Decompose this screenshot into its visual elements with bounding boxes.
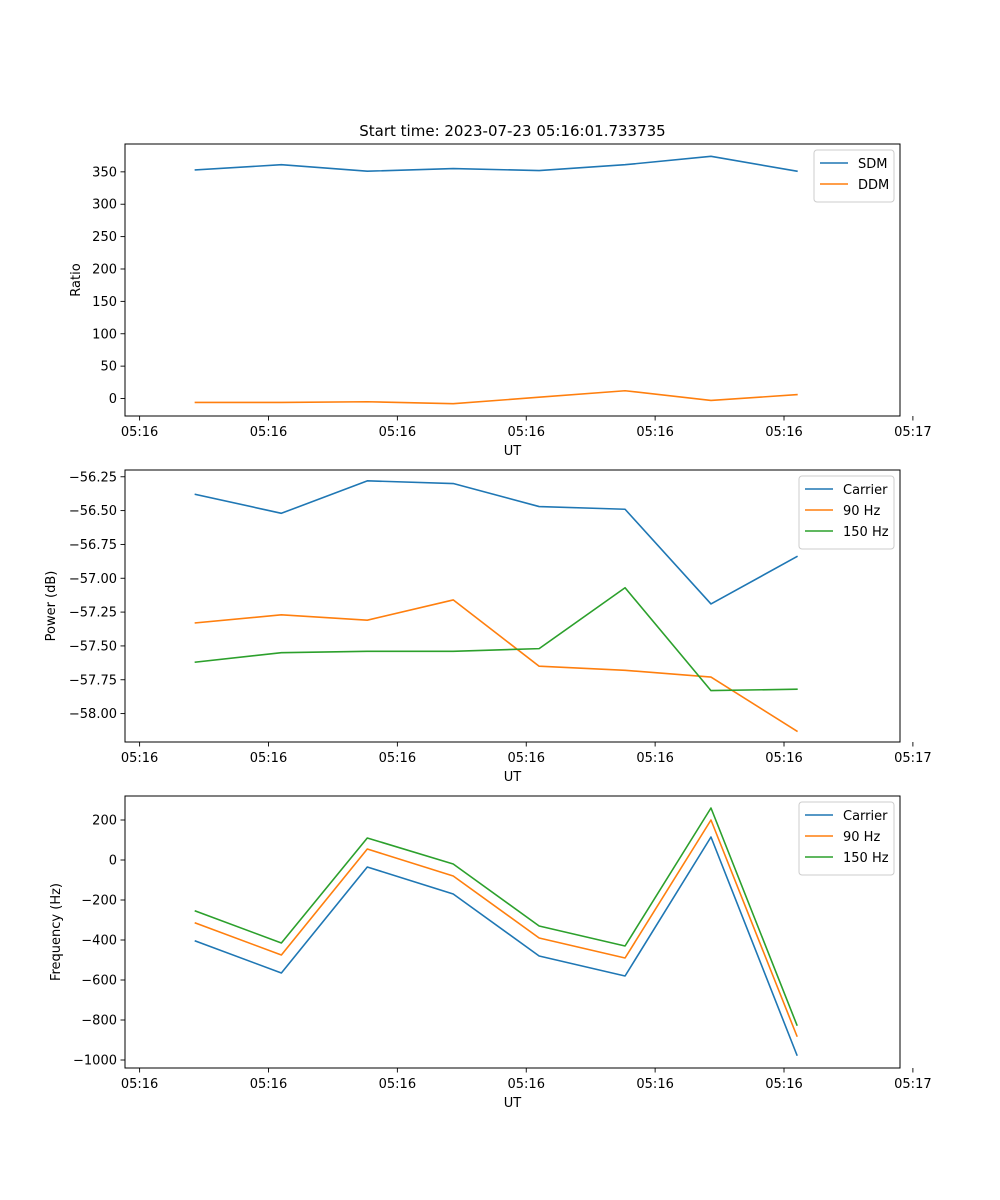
y-tick-label: 250 <box>92 230 117 245</box>
x-tick-label: 05:17 <box>894 751 931 766</box>
x-tick-label: 05:16 <box>765 425 802 440</box>
x-tick-label: 05:16 <box>765 1077 802 1092</box>
x-tick-label: 05:16 <box>250 425 287 440</box>
y-tick-label: −400 <box>81 934 117 949</box>
series-line-sdm <box>194 155 798 173</box>
y-tick-label: −1000 <box>73 1054 117 1069</box>
y-tick-label: 150 <box>92 295 117 310</box>
legend-entry: DDM <box>858 178 889 193</box>
x-tick-label: 05:16 <box>379 425 416 440</box>
x-tick-label: 05:17 <box>894 1077 931 1092</box>
y-tick-label: −56.75 <box>69 538 117 553</box>
y-tick-label: 350 <box>92 165 117 180</box>
x-tick-label: 05:16 <box>508 425 545 440</box>
y-axis-label: Frequency (Hz) <box>49 883 64 981</box>
x-tick-label: 05:16 <box>508 1077 545 1092</box>
y-tick-label: −57.25 <box>69 606 117 621</box>
y-tick-label: 200 <box>92 262 117 277</box>
x-tick-label: 05:16 <box>250 751 287 766</box>
y-tick-label: −600 <box>81 974 117 989</box>
axes-frame <box>124 795 901 1069</box>
y-tick-label: 0 <box>109 392 117 407</box>
x-tick-label: 05:16 <box>636 1077 673 1092</box>
x-tick-label: 05:17 <box>894 425 931 440</box>
series-line-carrier <box>194 480 798 605</box>
y-tick-label: −200 <box>81 894 117 909</box>
legend-entry: 150 Hz <box>843 525 889 540</box>
y-tick-label: −56.50 <box>69 504 117 519</box>
y-axis-label: Power (dB) <box>44 571 59 642</box>
legend: SDM DDM <box>813 149 895 203</box>
y-tick-label: −57.50 <box>69 639 117 654</box>
x-axis-label: UT <box>504 770 522 785</box>
legend: Carrier 90 Hz 150 Hz <box>798 801 895 876</box>
x-tick-label: 05:16 <box>121 751 158 766</box>
x-axis-label: UT <box>504 1096 522 1111</box>
y-tick-label: 300 <box>92 198 117 213</box>
y-tick-label: 100 <box>92 327 117 342</box>
legend-entry: Carrier <box>843 809 888 824</box>
series-line-90-hz <box>194 599 799 733</box>
series-line-150-hz <box>194 586 798 692</box>
y-tick-label: −58.00 <box>69 707 117 722</box>
series-line-90-hz <box>194 819 798 1038</box>
series-line-ddm <box>194 389 798 405</box>
y-tick-label: 200 <box>92 814 117 829</box>
x-tick-label: 05:16 <box>379 1077 416 1092</box>
y-tick-label: −57.00 <box>69 572 117 587</box>
x-tick-label: 05:16 <box>765 751 802 766</box>
y-tick-label: 0 <box>109 854 117 869</box>
y-tick-label: 50 <box>100 360 117 375</box>
y-tick-label: −57.75 <box>69 673 117 688</box>
x-tick-label: 05:16 <box>121 1077 158 1092</box>
subplot-1: 05:16 05:16 05:16 05:16 05:16 05:16 05:17 0 50 10… <box>69 143 932 459</box>
legend-entry: Carrier <box>843 483 888 498</box>
legend-entry: 90 Hz <box>843 830 880 845</box>
x-axis-label: UT <box>504 444 522 459</box>
subplot-3: 05:16 05:16 05:16 05:16 05:16 05:16 05:17 −1000… <box>49 795 932 1111</box>
legend-entry: SDM <box>858 157 887 172</box>
y-tick-label: −56.25 <box>69 470 117 485</box>
x-tick-label: 05:16 <box>636 425 673 440</box>
x-tick-label: 05:16 <box>508 751 545 766</box>
x-tick-label: 05:16 <box>379 751 416 766</box>
y-tick-label: −800 <box>81 1014 117 1029</box>
x-tick-label: 05:16 <box>121 425 158 440</box>
x-tick-label: 05:16 <box>250 1077 287 1092</box>
legend-entry: 150 Hz <box>843 851 889 866</box>
axes-frame <box>124 143 901 417</box>
legend-entry: 90 Hz <box>843 504 880 519</box>
axes-frame <box>124 469 901 743</box>
series-line-carrier <box>194 836 798 1057</box>
legend: Carrier 90 Hz 150 Hz <box>798 475 895 550</box>
subplot-2: 05:16 05:16 05:16 05:16 05:16 05:16 05:17 −58.0… <box>44 469 932 785</box>
figure-title: Start time: 2023-07-23 05:16:01.733735 <box>359 122 665 140</box>
x-tick-label: 05:16 <box>636 751 673 766</box>
y-axis-label: Ratio <box>69 263 84 296</box>
subplots: 05:16 05:16 05:16 05:16 05:16 05:16 05:17 0 50 10… <box>44 143 932 1111</box>
series-line-150-hz <box>194 807 798 1027</box>
